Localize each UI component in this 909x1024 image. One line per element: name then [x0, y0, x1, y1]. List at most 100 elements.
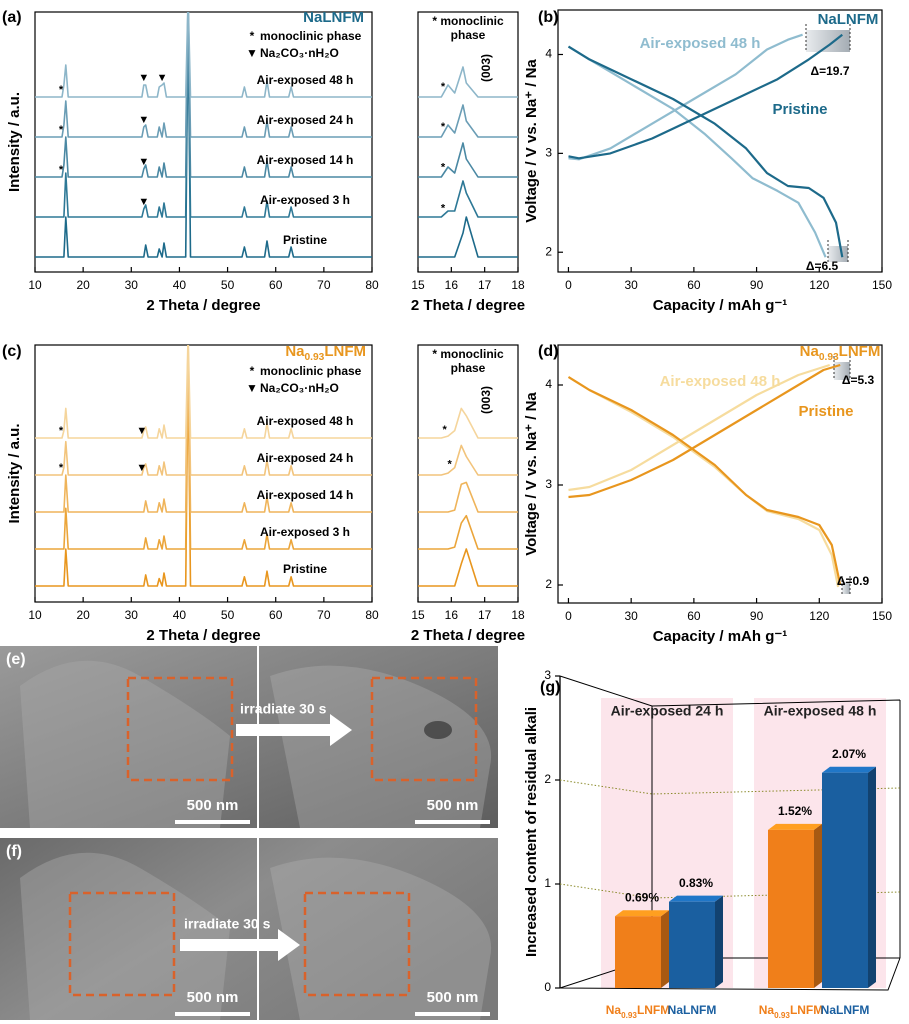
y-tick-label: 2 [545, 244, 552, 258]
series-label: Air-exposed 14 h [257, 153, 354, 167]
chart-title-part: Na [800, 343, 820, 360]
xrd-trace [35, 345, 372, 439]
traces [418, 66, 518, 258]
x-tick-label: 30 [125, 608, 139, 622]
peak-marker: ▼ [138, 72, 149, 84]
x-axis-label: 2 Theta / degree [411, 297, 525, 314]
value-label: 2.07% [832, 747, 866, 761]
legend: * monoclinic phase [420, 347, 516, 375]
x-tick-label: 120 [809, 278, 829, 292]
peak-marker: ▼ [136, 425, 147, 437]
panel-label: (e) [6, 651, 26, 668]
arrow-label: irradiate 30 s [184, 916, 271, 932]
series-label: Air-exposed 3 h [260, 193, 350, 207]
delta-box [828, 246, 848, 262]
x-tick-label: 60 [687, 278, 701, 292]
plot-frame [417, 344, 519, 603]
delta-box [806, 30, 850, 52]
legend-symbol: ▼ [246, 381, 258, 395]
panel-label: (b) [538, 9, 558, 26]
peak-marker: * [59, 462, 64, 474]
x-tick-label: 0 [565, 609, 572, 623]
x-tick-label: 17 [478, 278, 492, 292]
chart-title-part: LNFM [839, 343, 881, 360]
chart-title: Na0.93LNFM [800, 343, 881, 363]
x-tick-label: 150 [872, 278, 892, 292]
voltage-curve [567, 33, 844, 258]
y-tick-label: 2 [544, 772, 551, 786]
y-tick-label: 0 [544, 980, 551, 994]
series-label-part: 0.93 [774, 1011, 790, 1020]
xrd-trace [418, 180, 518, 218]
x-tick-label: 60 [269, 608, 283, 622]
legend-symbol: * [250, 29, 255, 43]
legend: * monoclinic phase [420, 14, 516, 42]
bar [615, 916, 661, 988]
peak-marker: * [448, 459, 453, 471]
plot-frame [557, 344, 883, 604]
xrd-trace [35, 363, 372, 550]
xrd-trace [418, 481, 518, 513]
series-label: Pristine [798, 403, 853, 420]
chart-title-part: 0.93 [305, 352, 325, 363]
peak-marker: * [59, 425, 64, 437]
series-label-part: Na [606, 1003, 622, 1017]
arrow [180, 929, 300, 961]
category-label: Air-exposed 24 h [611, 703, 724, 719]
delta-box [842, 582, 850, 594]
peak-marker: ▼ [138, 196, 149, 208]
legend-label: monoclinic phase [440, 347, 504, 375]
sem-image [0, 838, 498, 1020]
plot-frame [417, 11, 519, 273]
x-tick-label: 10 [28, 278, 42, 292]
value-label: 1.52% [778, 804, 812, 818]
x-tick-label: 20 [76, 278, 90, 292]
legend-label: monoclinic phase [260, 29, 362, 43]
legend-label: Na₂CO₃·nH₂O [260, 381, 339, 395]
x-tick-label: 50 [221, 608, 235, 622]
panel-label: (c) [2, 343, 22, 360]
delta-annotation: Δ=5.3 [842, 373, 875, 387]
y-axis-label: Increased content of residual alkali [523, 707, 540, 957]
delta-annotation: Δ=0.9 [837, 574, 870, 588]
x-axis-label: 2 Theta / degree [146, 297, 260, 314]
scale-bar-label: 500 nm [427, 989, 479, 1006]
panel-label: (a) [2, 9, 22, 26]
series-label: Pristine [283, 562, 327, 576]
bar-side [868, 766, 876, 988]
y-axis-label: Voltage / V vs. Na⁺ / Na [523, 59, 540, 223]
series-label-part: LNFM [637, 1003, 670, 1017]
x-tick-label: 17 [478, 608, 492, 622]
peak-marker: * [443, 424, 448, 436]
xrd-trace [35, 12, 372, 98]
series-label-part: LNFM [790, 1003, 823, 1017]
series-label: Air-exposed 48 h [257, 73, 354, 87]
x-axis-label: 2 Theta / degree [146, 627, 260, 644]
xrd-trace [35, 16, 372, 218]
xrd-trace [418, 548, 518, 587]
series-label-part: 0.93 [621, 1011, 637, 1020]
xrd-trace [418, 216, 518, 258]
x-tick-label: 150 [872, 609, 892, 623]
roi-box [303, 891, 411, 997]
x-tick-label: 50 [221, 278, 235, 292]
panel-label: (d) [538, 343, 558, 360]
sem-particle [270, 665, 492, 828]
x-tick-label: 18 [511, 278, 525, 292]
chart-title: NaLNFM [818, 11, 879, 28]
bar-side [814, 823, 822, 988]
xrd-trace [418, 66, 518, 98]
legend-box: * monoclinic phase [420, 14, 516, 42]
category-label: Air-exposed 48 h [764, 703, 877, 719]
bar [822, 772, 868, 988]
xrd-trace [418, 444, 518, 476]
x-axis-label: Capacity / mAh g⁻¹ [653, 628, 788, 645]
peak-annotation: (003) [479, 54, 493, 82]
chart-title: NaLNFM [303, 9, 364, 26]
series-label: Air-exposed 3 h [260, 525, 350, 539]
legend-symbol: ▼ [246, 46, 258, 60]
voltage-curve [567, 363, 842, 586]
sem-particle [20, 852, 230, 1020]
y-axis-label: Intensity / a.u. [6, 423, 23, 523]
